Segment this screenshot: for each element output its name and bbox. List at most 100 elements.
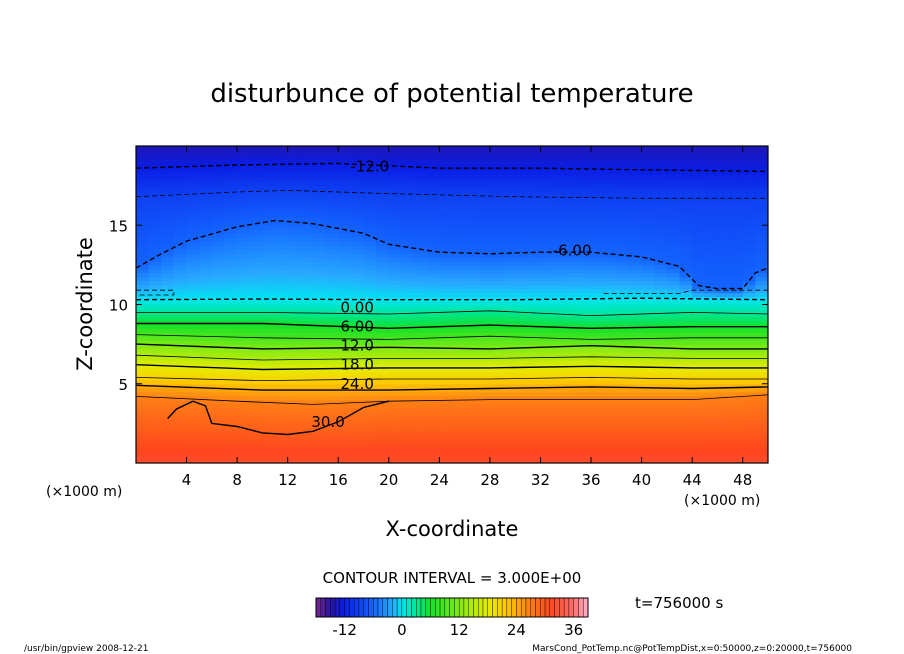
field-cell — [540, 197, 554, 203]
field-cell — [224, 249, 238, 254]
field-cell — [414, 149, 428, 155]
field-cell — [401, 375, 415, 381]
field-cell — [211, 249, 226, 254]
field-cell — [489, 304, 504, 310]
field-cell — [489, 264, 504, 270]
field-cell — [300, 415, 314, 421]
field-cell — [755, 221, 768, 226]
field-cell — [325, 249, 339, 254]
field-cell — [312, 395, 327, 401]
field-cell — [540, 316, 554, 321]
field-cell — [136, 312, 150, 317]
field-cell — [717, 169, 731, 175]
contour-interval: CONTOUR INTERVAL = 3.000E+00 — [323, 569, 582, 587]
field-cell — [388, 233, 403, 238]
field-cell — [350, 229, 365, 234]
field-cell — [452, 241, 466, 246]
field-cell — [502, 312, 516, 317]
field-cell — [439, 169, 453, 175]
field-cell — [376, 213, 390, 218]
field-cell — [186, 395, 200, 401]
field-cell — [679, 217, 693, 222]
field-cell — [654, 229, 668, 234]
field-cell — [224, 427, 238, 432]
field-cell — [502, 161, 516, 167]
field-cell — [161, 153, 175, 159]
field-cell — [300, 284, 314, 290]
field-cell — [477, 213, 491, 218]
field-cell — [628, 292, 643, 298]
field-cell — [464, 213, 478, 218]
field-cell — [237, 280, 251, 286]
field-cell — [692, 252, 706, 258]
field-cell — [312, 363, 327, 369]
field-cell — [477, 209, 491, 214]
field-cell — [540, 415, 554, 421]
field-cell — [136, 221, 150, 226]
field-cell — [363, 459, 377, 463]
field-cell — [578, 146, 592, 151]
field-cell — [591, 427, 605, 432]
field-cell — [717, 149, 731, 155]
field-cell — [338, 181, 352, 187]
field-cell — [325, 308, 339, 314]
field-cell — [161, 284, 175, 290]
field-cell — [464, 256, 478, 262]
field-cell — [173, 451, 188, 456]
field-cell — [489, 332, 504, 337]
field-cell — [161, 229, 175, 234]
field-cell — [262, 324, 276, 329]
field-cell — [553, 276, 567, 282]
field-cell — [376, 193, 390, 199]
field-cell — [666, 340, 681, 345]
field-cell — [312, 292, 327, 298]
field-cell — [553, 296, 567, 302]
field-cell — [300, 272, 314, 278]
field-cell — [464, 328, 478, 333]
field-cell — [502, 300, 516, 306]
field-cell — [186, 336, 200, 341]
field-cell — [249, 288, 263, 294]
field-cell — [287, 348, 301, 353]
field-cell — [553, 359, 567, 365]
x-tick-label: 20 — [379, 471, 398, 489]
field-cell — [742, 260, 756, 266]
field-cell — [287, 169, 301, 175]
field-cell — [173, 205, 188, 210]
field-cell — [666, 348, 681, 353]
field-cell — [426, 177, 440, 183]
contour-line — [603, 289, 768, 294]
field-cell — [603, 165, 617, 171]
field-cell — [489, 213, 504, 218]
field-cell — [704, 423, 719, 428]
contour-line — [136, 310, 768, 317]
field-cell — [565, 146, 579, 151]
field-cell — [262, 328, 276, 333]
field-cell — [628, 229, 643, 234]
field-cell — [173, 260, 188, 266]
field-cell — [477, 233, 491, 238]
field-cell — [325, 451, 339, 456]
field-cell — [591, 272, 605, 278]
field-cell — [679, 209, 693, 214]
field-cell — [224, 324, 238, 329]
field-cell — [641, 447, 655, 452]
field-cell — [350, 217, 365, 222]
field-cell — [489, 146, 504, 151]
field-cell — [439, 177, 453, 183]
field-cell — [161, 336, 175, 341]
field-cell — [553, 197, 567, 203]
field-cell — [287, 363, 301, 369]
field-cell — [426, 272, 440, 278]
field-cell — [237, 320, 251, 325]
field-cell — [161, 359, 175, 365]
field-cell — [312, 149, 327, 155]
field-cell — [591, 328, 605, 333]
field-cell — [578, 411, 592, 417]
field-cell — [565, 451, 579, 456]
field-cell — [755, 185, 768, 191]
field-cell — [704, 419, 719, 424]
field-cell — [275, 272, 289, 278]
field-cell — [502, 344, 516, 349]
field-cell — [628, 443, 643, 448]
